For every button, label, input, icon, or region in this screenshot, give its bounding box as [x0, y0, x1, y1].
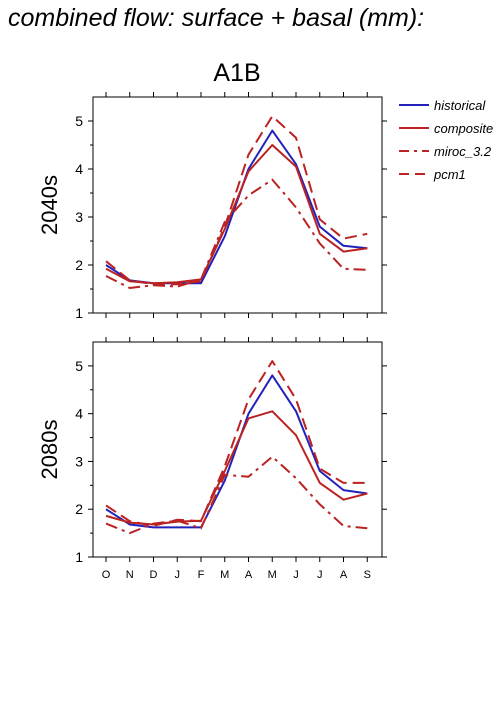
x-tick-label: M — [220, 569, 229, 581]
x-tick-label: J — [293, 569, 299, 581]
x-tick-label: J — [175, 569, 181, 581]
y-tick-label: 1 — [75, 305, 83, 321]
x-tick-label: O — [102, 569, 111, 581]
x-tick-label: J — [317, 569, 323, 581]
x-tick-label: S — [364, 569, 371, 581]
series-line-composite — [105, 144, 368, 285]
x-tick-label: A — [340, 569, 348, 581]
panel-2080s: 1 2 3 4 5 2080s O N D J F M A M J J A S — [37, 337, 387, 581]
panel-2040s: 1 2 3 4 5 2040s — [37, 92, 387, 321]
plot-frame — [92, 341, 383, 558]
legend-label: historical — [434, 98, 486, 113]
chart-title: combined flow: surface + basal (mm): — [8, 4, 425, 32]
y-tick-label: 4 — [75, 161, 83, 177]
legend: historical composite miroc_3.2 pcm1 — [399, 98, 493, 182]
legend-label: miroc_3.2 — [434, 144, 492, 159]
series-line-historical — [105, 129, 368, 285]
series-line-composite — [105, 410, 368, 526]
y-tick-label: 2 — [75, 257, 83, 273]
series-line-miroc-3-2 — [105, 455, 368, 535]
series-line-miroc-3-2 — [105, 178, 368, 289]
y-tick-label: 2 — [75, 501, 83, 517]
x-tick-label: A — [245, 569, 253, 581]
y-tick-label: 5 — [75, 358, 83, 374]
legend-label: pcm1 — [433, 167, 466, 182]
x-tick-label: D — [150, 569, 158, 581]
period-label: 2040s — [37, 175, 62, 235]
y-tick-label: 3 — [75, 209, 83, 225]
y-tick-label: 5 — [75, 113, 83, 129]
legend-label: composite — [434, 121, 493, 136]
y-tick-label: 1 — [75, 549, 83, 565]
y-tick-label: 4 — [75, 406, 83, 422]
x-tick-label: M — [268, 569, 277, 581]
y-tick-label: 3 — [75, 453, 83, 469]
x-tick-label: N — [126, 569, 134, 581]
series-line-pcm1 — [105, 115, 368, 286]
x-tick-label: F — [198, 569, 205, 581]
plot-frame — [92, 96, 383, 314]
scenario-title: A1B — [213, 59, 260, 87]
period-label: 2080s — [37, 420, 62, 480]
series-line-historical — [105, 374, 368, 529]
series-line-pcm1 — [105, 360, 368, 527]
